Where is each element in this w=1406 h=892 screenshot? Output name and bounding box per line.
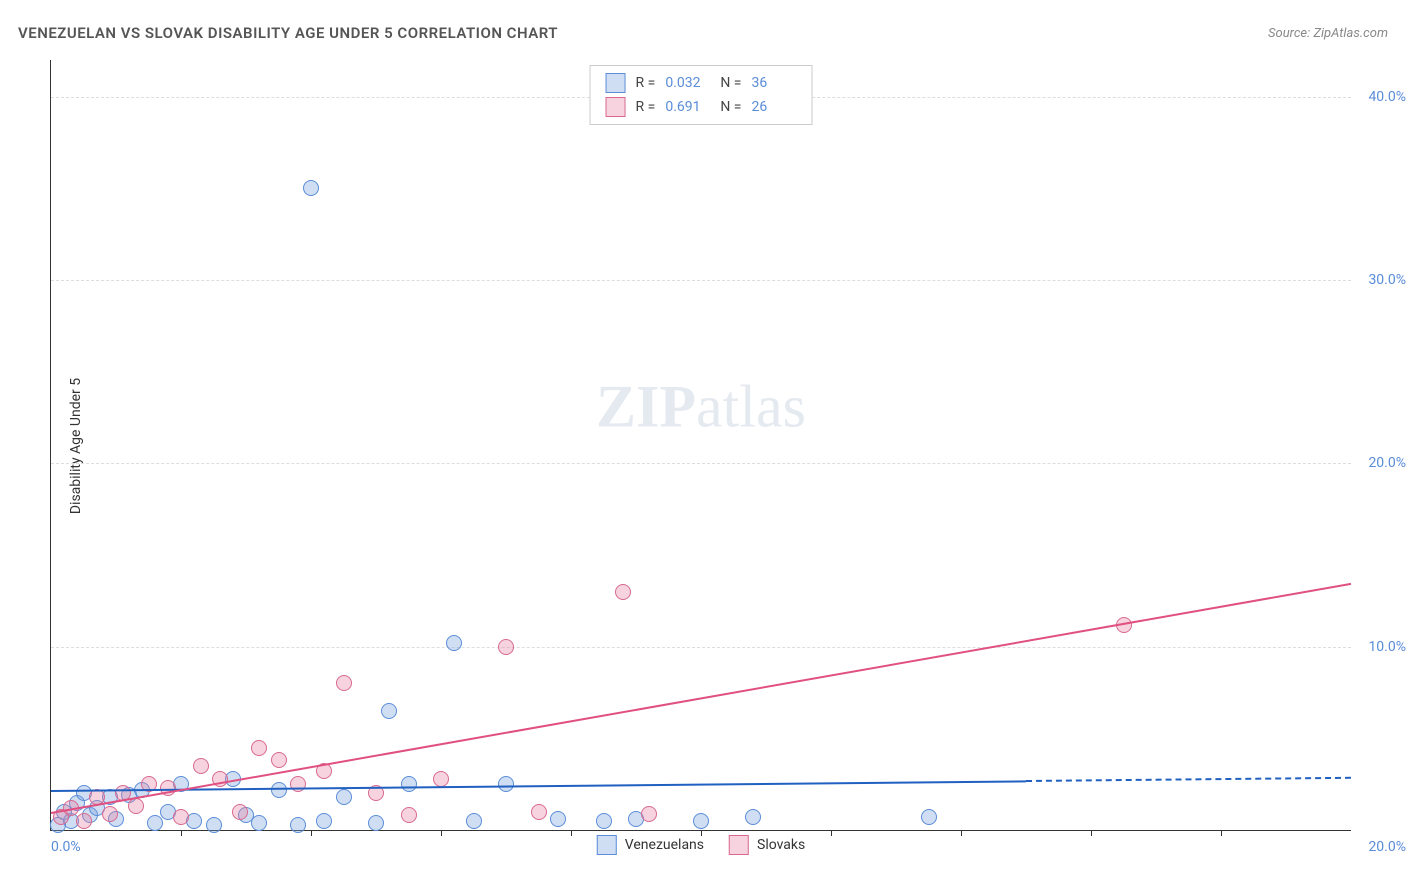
y-tick-label: 30.0%: [1368, 272, 1406, 288]
legend-text: Slovaks: [757, 837, 805, 853]
x-tick-mark: [831, 830, 832, 836]
legend-swatch: [606, 97, 626, 117]
data-point: [290, 817, 306, 833]
data-point: [128, 798, 144, 814]
watermark: ZIPatlas: [596, 372, 806, 441]
data-point: [232, 804, 248, 820]
x-tick-mark: [571, 830, 572, 836]
data-point: [102, 806, 118, 822]
data-point: [316, 813, 332, 829]
data-point: [550, 811, 566, 827]
y-tick-label: 40.0%: [1368, 89, 1406, 105]
data-point: [498, 776, 514, 792]
data-point: [303, 180, 319, 196]
gridline: [51, 647, 1351, 648]
chart-container: VENEZUELAN VS SLOVAK DISABILITY AGE UNDE…: [0, 0, 1406, 892]
data-point: [206, 817, 222, 833]
n-value: 36: [751, 75, 796, 91]
x-tick-mark: [1221, 830, 1222, 836]
data-point: [466, 813, 482, 829]
data-point: [336, 675, 352, 691]
y-tick-label: 10.0%: [1368, 639, 1406, 655]
x-tick-mark: [1091, 830, 1092, 836]
correlation-legend: R = 0.032 N = 36 R = 0.691 N = 26: [590, 65, 813, 125]
data-point: [251, 815, 267, 831]
n-label: N =: [720, 99, 741, 115]
data-point: [615, 584, 631, 600]
legend-swatch: [606, 73, 626, 93]
x-tick-mark: [181, 830, 182, 836]
x-tick-label: 0.0%: [51, 839, 81, 855]
source-attribution: Source: ZipAtlas.com: [1268, 26, 1388, 41]
r-value: 0.691: [665, 99, 710, 115]
plot-area: ZIPatlas 10.0%20.0%30.0%40.0%0.0%20.0%R …: [50, 60, 1351, 831]
data-point: [251, 740, 267, 756]
data-point: [336, 789, 352, 805]
x-tick-mark: [441, 830, 442, 836]
data-point: [596, 813, 612, 829]
legend-row: R = 0.032 N = 36: [606, 71, 797, 95]
header-row: VENEZUELAN VS SLOVAK DISABILITY AGE UNDE…: [18, 18, 1388, 48]
r-label: R =: [636, 75, 656, 91]
series-legend: Venezuelans Slovaks: [597, 835, 805, 855]
data-point: [401, 776, 417, 792]
data-point: [76, 813, 92, 829]
x-tick-mark: [961, 830, 962, 836]
data-point: [745, 809, 761, 825]
legend-swatch: [729, 835, 749, 855]
data-point: [446, 635, 462, 651]
n-label: N =: [720, 75, 741, 91]
data-point: [641, 806, 657, 822]
data-point: [173, 809, 189, 825]
data-point: [193, 758, 209, 774]
legend-swatch: [597, 835, 617, 855]
chart-title: VENEZUELAN VS SLOVAK DISABILITY AGE UNDE…: [18, 24, 558, 42]
legend-row: R = 0.691 N = 26: [606, 95, 797, 119]
legend-item: Venezuelans: [597, 835, 704, 855]
r-label: R =: [636, 99, 656, 115]
y-tick-label: 20.0%: [1368, 455, 1406, 471]
gridline: [51, 280, 1351, 281]
data-point: [368, 815, 384, 831]
r-value: 0.032: [665, 75, 710, 91]
data-point: [271, 752, 287, 768]
data-point: [531, 804, 547, 820]
data-point: [921, 809, 937, 825]
data-point: [693, 813, 709, 829]
data-point: [433, 771, 449, 787]
data-point: [147, 815, 163, 831]
legend-text: Venezuelans: [625, 837, 704, 853]
data-point: [401, 807, 417, 823]
n-value: 26: [751, 99, 796, 115]
x-tick-label: 20.0%: [1368, 839, 1406, 855]
x-tick-mark: [311, 830, 312, 836]
data-point: [290, 776, 306, 792]
trend-line: [1026, 777, 1351, 782]
data-point: [498, 639, 514, 655]
gridline: [51, 463, 1351, 464]
data-point: [381, 703, 397, 719]
legend-item: Slovaks: [729, 835, 805, 855]
